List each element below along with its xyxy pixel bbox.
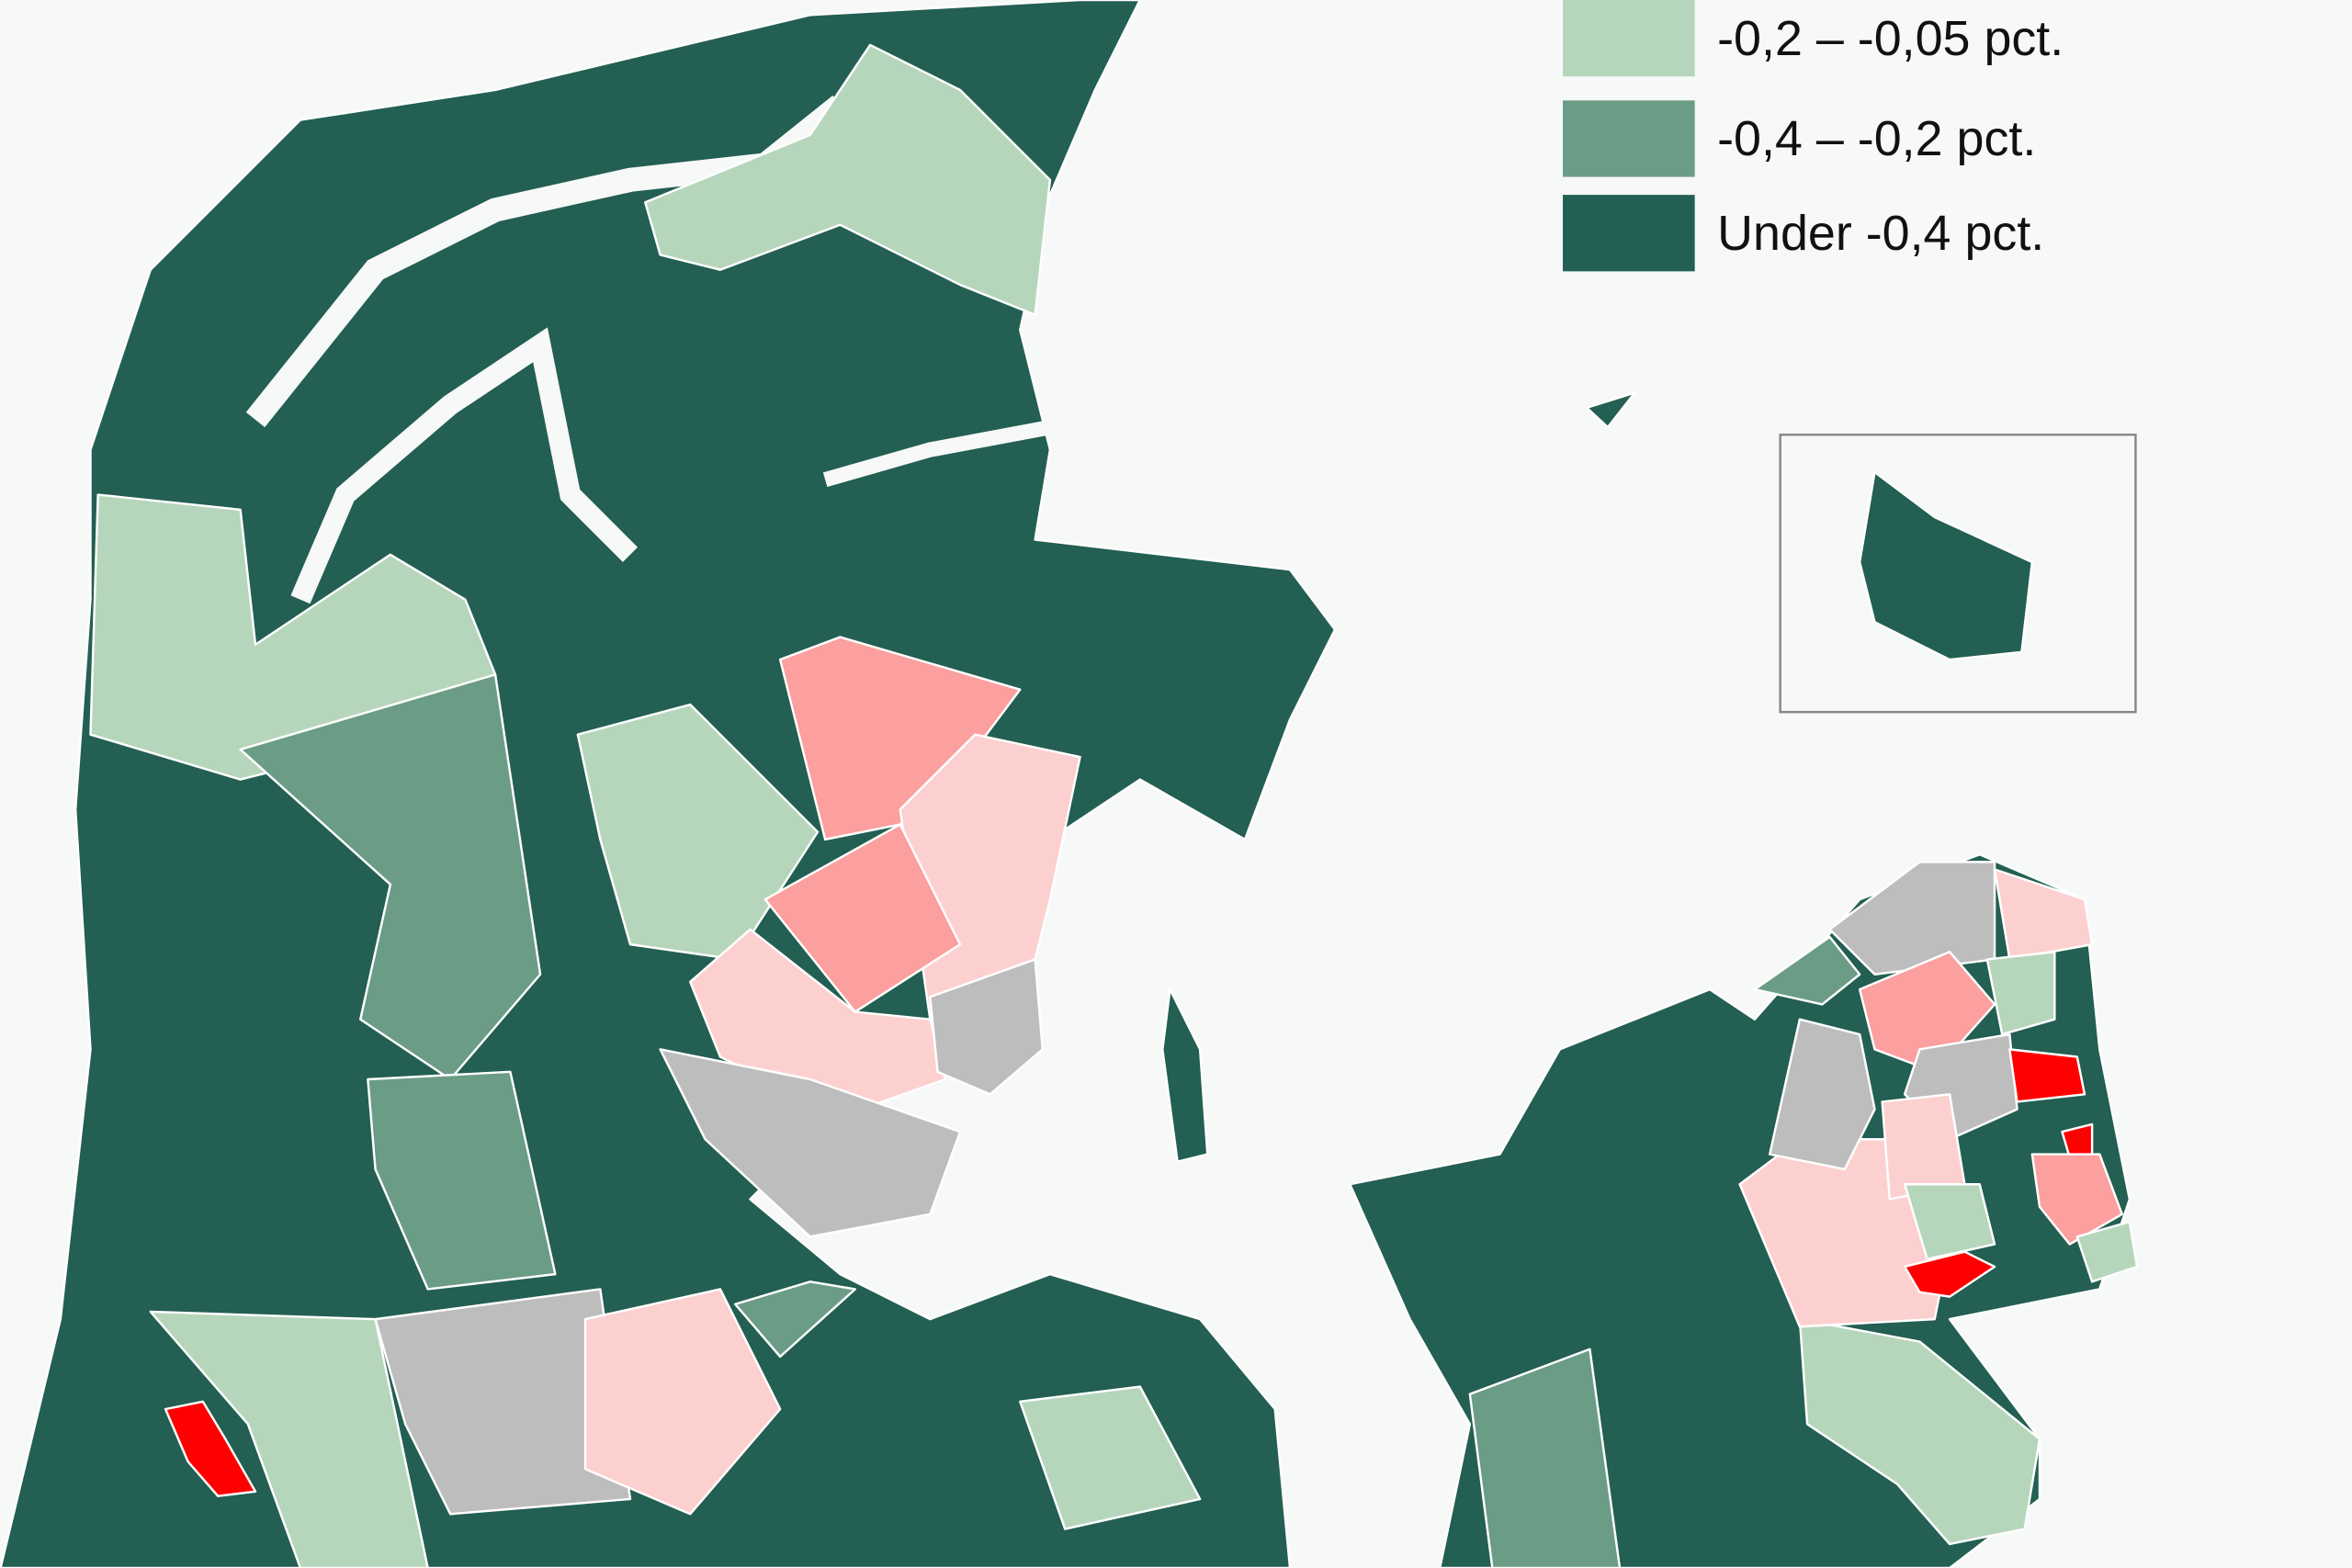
region <box>2075 1220 2139 1283</box>
legend-swatch <box>1563 100 1695 177</box>
region <box>1903 1250 1996 1298</box>
legend-label: -0,4 – -0,2 pct. <box>1717 111 2036 166</box>
legend-label: -0,2 – -0,05 pct. <box>1717 11 2064 66</box>
island <box>1858 470 2034 661</box>
legend-swatch <box>1563 195 1695 272</box>
inset-frame <box>1779 434 2137 714</box>
region <box>1468 1348 1622 1568</box>
region <box>164 1400 257 1497</box>
region <box>367 1070 557 1291</box>
region <box>149 1310 429 1568</box>
region <box>1903 1183 1996 1261</box>
region <box>2030 1153 2123 1246</box>
region <box>1828 861 1996 976</box>
legend-label: Under -0,4 pct. <box>1717 206 2044 261</box>
legend: -0,2 – -0,05 pct. -0,4 – -0,2 pct. Under -… <box>1563 0 2064 272</box>
region <box>2008 1048 2086 1103</box>
region <box>644 43 1052 316</box>
island <box>1585 391 1636 429</box>
legend-swatch <box>1563 0 1695 77</box>
fjord <box>822 420 1052 488</box>
region <box>733 1280 856 1359</box>
region <box>929 958 1044 1096</box>
island <box>1161 987 1209 1163</box>
region <box>374 1288 632 1516</box>
region <box>1993 868 2094 961</box>
fjord <box>290 327 639 604</box>
region <box>763 823 962 1013</box>
region <box>1769 1018 1876 1171</box>
region <box>583 1288 782 1516</box>
region <box>1985 951 2056 1036</box>
region <box>659 1048 962 1238</box>
region <box>1753 935 1861 1006</box>
region <box>1019 1385 1202 1530</box>
region <box>1798 1317 2041 1546</box>
